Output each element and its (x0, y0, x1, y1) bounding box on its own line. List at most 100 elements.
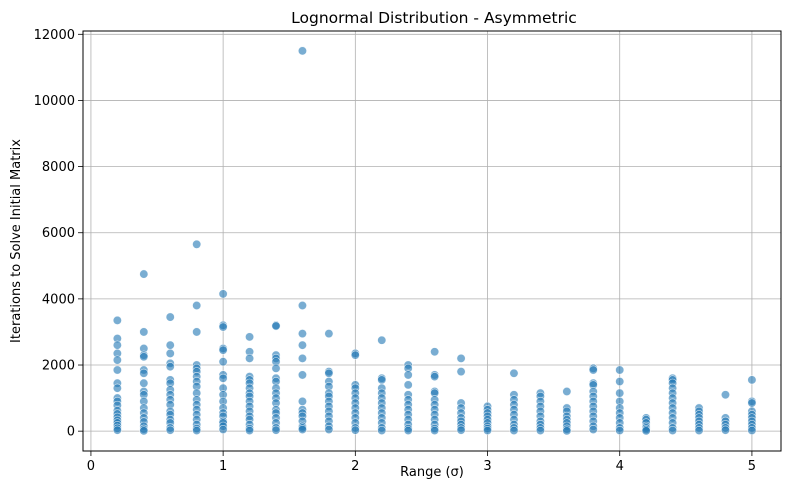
data-point (112, 340, 122, 350)
data-point (218, 425, 228, 435)
data-point (562, 426, 572, 436)
data-point (297, 329, 307, 339)
y-tick-label: 2000 (42, 359, 75, 374)
y-tick-label: 12000 (34, 28, 75, 43)
data-point (535, 425, 545, 435)
data-point (562, 386, 572, 396)
x-axis-title: Range (σ) (400, 465, 464, 480)
data-point (324, 425, 334, 435)
x-tick-label: 3 (483, 459, 491, 474)
data-point (641, 426, 651, 436)
data-point (165, 312, 175, 322)
data-point (139, 269, 149, 279)
data-point (112, 355, 122, 365)
data-point (165, 362, 175, 372)
data-point (297, 396, 307, 406)
data-point (350, 425, 360, 435)
data-point (245, 332, 255, 342)
chart-title: Lognormal Distribution - Asymmetric (291, 9, 577, 27)
data-point (615, 425, 625, 435)
data-point (192, 239, 202, 249)
x-tick-label: 0 (87, 459, 95, 474)
data-point (377, 375, 387, 385)
data-point (720, 425, 730, 435)
data-point (218, 289, 228, 299)
data-point (112, 315, 122, 325)
data-point (747, 425, 757, 435)
y-tick-label: 0 (67, 425, 75, 440)
data-point (297, 370, 307, 380)
y-axis-ticks: 0 2000 4000 6000 8000 10000 12000 (34, 28, 83, 440)
y-tick-label: 6000 (42, 226, 75, 241)
data-point (218, 357, 228, 367)
data-point (297, 340, 307, 350)
data-point (694, 425, 704, 435)
data-point (139, 327, 149, 337)
data-point (297, 300, 307, 310)
data-point (430, 347, 440, 357)
plot-area-frame (82, 30, 782, 452)
data-point (403, 370, 413, 380)
data-point (377, 335, 387, 345)
data-point (720, 390, 730, 400)
data-point (271, 425, 281, 435)
data-point (245, 425, 255, 435)
data-point (139, 368, 149, 378)
data-point (747, 375, 757, 385)
y-tick-label: 4000 (42, 292, 75, 307)
data-point (588, 365, 598, 375)
data-point (297, 425, 307, 435)
data-point (218, 345, 228, 355)
data-point (588, 425, 598, 435)
data-point (668, 425, 678, 435)
data-point (192, 425, 202, 435)
data-point (430, 425, 440, 435)
y-tick-label: 8000 (42, 160, 75, 175)
data-point (297, 46, 307, 56)
data-point (509, 425, 519, 435)
data-point (509, 368, 519, 378)
data-point (430, 372, 440, 382)
data-point (615, 365, 625, 375)
data-point (139, 378, 149, 388)
data-point (218, 373, 228, 383)
x-axis-ticks: 0 1 2 3 4 5 (87, 451, 756, 474)
data-point (139, 352, 149, 362)
data-point (456, 425, 466, 435)
data-point (112, 425, 122, 435)
data-point (112, 365, 122, 375)
data-point (324, 368, 334, 378)
data-point (324, 329, 334, 339)
data-point (615, 377, 625, 387)
data-point (112, 383, 122, 393)
data-point (377, 425, 387, 435)
data-point (747, 398, 757, 408)
x-tick-label: 5 (748, 459, 756, 474)
data-point (456, 353, 466, 363)
data-point (245, 353, 255, 363)
y-axis-title: Iterations to Solve Initial Matrix (9, 139, 24, 343)
data-point (271, 321, 281, 331)
x-tick-label: 2 (351, 459, 359, 474)
data-point (271, 363, 281, 373)
data-point (297, 353, 307, 363)
data-point (615, 388, 625, 398)
data-point (165, 340, 175, 350)
data-point (218, 322, 228, 332)
data-point (403, 425, 413, 435)
x-tick-label: 1 (219, 459, 227, 474)
data-point (139, 426, 149, 436)
data-point (165, 348, 175, 358)
data-point (165, 425, 175, 435)
data-point (192, 300, 202, 310)
x-tick-label: 4 (616, 459, 624, 474)
y-tick-label: 10000 (34, 94, 75, 109)
data-point (192, 327, 202, 337)
data-point (456, 367, 466, 377)
data-point (483, 425, 493, 435)
data-points (112, 46, 757, 436)
data-point (403, 380, 413, 390)
data-point (350, 350, 360, 360)
